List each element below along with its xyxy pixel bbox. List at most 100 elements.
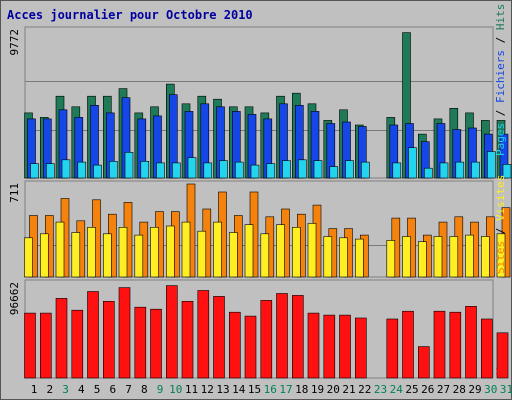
legend-hits: Hits (494, 4, 507, 31)
day-label-13: 13 (216, 383, 229, 396)
bar-ko-28 (449, 311, 462, 379)
day-label-16: 16 (264, 383, 277, 396)
bar-ko-16 (260, 300, 273, 379)
bar-ko-11 (181, 300, 194, 379)
bar-pages-22 (360, 161, 370, 179)
day-label-24: 24 (390, 383, 404, 396)
bar-sites-5 (87, 227, 96, 278)
day-label-19: 19 (311, 383, 324, 396)
bar-pages-30 (486, 151, 496, 179)
bar-sites-16 (260, 233, 270, 278)
day-label-26: 26 (421, 383, 434, 396)
bar-ko-30 (480, 318, 493, 379)
bar-ko-18 (291, 295, 304, 379)
bar-ko-31 (496, 332, 509, 379)
day-label-21: 21 (342, 383, 355, 396)
bar-pages-8 (140, 161, 150, 179)
bar-pages-27 (439, 162, 449, 179)
day-label-25: 25 (405, 383, 418, 396)
bar-pages-24 (392, 162, 402, 179)
day-label-1: 1 (31, 383, 38, 396)
bar-sites-21 (339, 237, 348, 278)
bar-sites-25 (402, 236, 411, 278)
bar-ko-13 (213, 296, 225, 379)
bar-ko-21 (339, 314, 351, 379)
chart-title: Acces journalier pour Octobre 2010 (7, 8, 253, 22)
bar-ko-7 (118, 287, 131, 379)
bar-pages-5 (93, 164, 102, 179)
panel-bottom (24, 279, 494, 379)
day-label-7: 7 (125, 383, 132, 396)
day-label-10: 10 (169, 383, 182, 396)
bar-sites-29 (465, 234, 474, 278)
bar-sites-24 (386, 240, 396, 278)
bar-pages-18 (297, 159, 307, 179)
day-label-6: 6 (109, 383, 116, 396)
legend-top-separator: / (494, 30, 507, 50)
bar-sites-30 (480, 236, 490, 278)
bar-ko-9 (150, 308, 162, 379)
bar-sites-13 (213, 221, 222, 278)
bar-ko-19 (307, 312, 320, 379)
bar-ko-17 (276, 293, 288, 379)
day-label-2: 2 (46, 383, 53, 396)
day-label-4: 4 (78, 383, 85, 396)
bar-sites-22 (354, 238, 364, 278)
bar-sites-7 (118, 227, 128, 278)
bar-pages-4 (77, 161, 87, 179)
day-label-18: 18 (295, 383, 308, 396)
bar-sites-10 (166, 225, 175, 278)
bar-pages-26 (423, 167, 433, 179)
bar-ko-14 (229, 311, 241, 379)
legend-sites: Sites (494, 241, 507, 274)
bar-ko-29 (465, 305, 477, 379)
day-label-15: 15 (248, 383, 261, 396)
bar-pages-20 (329, 166, 339, 179)
legend-fichiers: Fichiers (494, 50, 507, 103)
bar-ko-4 (71, 309, 84, 379)
day-label-8: 8 (141, 383, 148, 396)
bar-sites-27 (433, 236, 443, 278)
legend-middle: Sites / Visites (494, 175, 507, 274)
bar-sites-11 (181, 221, 191, 278)
bar-pages-25 (408, 147, 417, 179)
legend-pages: Pages (494, 123, 507, 156)
bar-pages-2 (45, 163, 55, 179)
bar-sites-19 (307, 223, 317, 278)
bar-sites-4 (71, 232, 81, 278)
day-label-22: 22 (358, 383, 371, 396)
bar-ko-25 (402, 310, 414, 379)
bar-ko-1 (24, 312, 36, 379)
bar-ko-8 (134, 306, 147, 379)
ymax-label-middle: 711 (8, 183, 21, 203)
day-label-31: 31 (500, 383, 512, 396)
bar-pages-28 (455, 161, 465, 179)
bar-ko-5 (87, 291, 99, 379)
bar-pages-12 (203, 162, 213, 179)
day-label-20: 20 (327, 383, 340, 396)
legend-ko: Ko (494, 362, 507, 375)
day-label-27: 27 (437, 383, 450, 396)
bar-pages-9 (156, 162, 165, 179)
bar-sites-8 (134, 234, 144, 278)
bar-ko-6 (103, 300, 115, 379)
bar-ko-26 (417, 346, 430, 379)
bar-sites-3 (55, 221, 65, 278)
bar-ko-27 (433, 310, 446, 379)
bar-pages-3 (61, 159, 71, 179)
bar-sites-2 (39, 233, 49, 278)
day-label-17: 17 (279, 383, 292, 396)
day-label-9: 9 (157, 383, 164, 396)
bar-pages-17 (282, 160, 291, 179)
bar-pages-13 (219, 160, 228, 179)
bar-sites-12 (197, 230, 207, 278)
bar-pages-29 (471, 161, 480, 179)
day-label-3: 3 (62, 383, 69, 396)
bar-ko-3 (55, 298, 68, 379)
day-label-12: 12 (201, 383, 214, 396)
bar-sites-28 (449, 236, 459, 278)
day-label-11: 11 (185, 383, 198, 396)
bar-pages-21 (345, 160, 354, 179)
bar-ko-15 (244, 315, 257, 379)
